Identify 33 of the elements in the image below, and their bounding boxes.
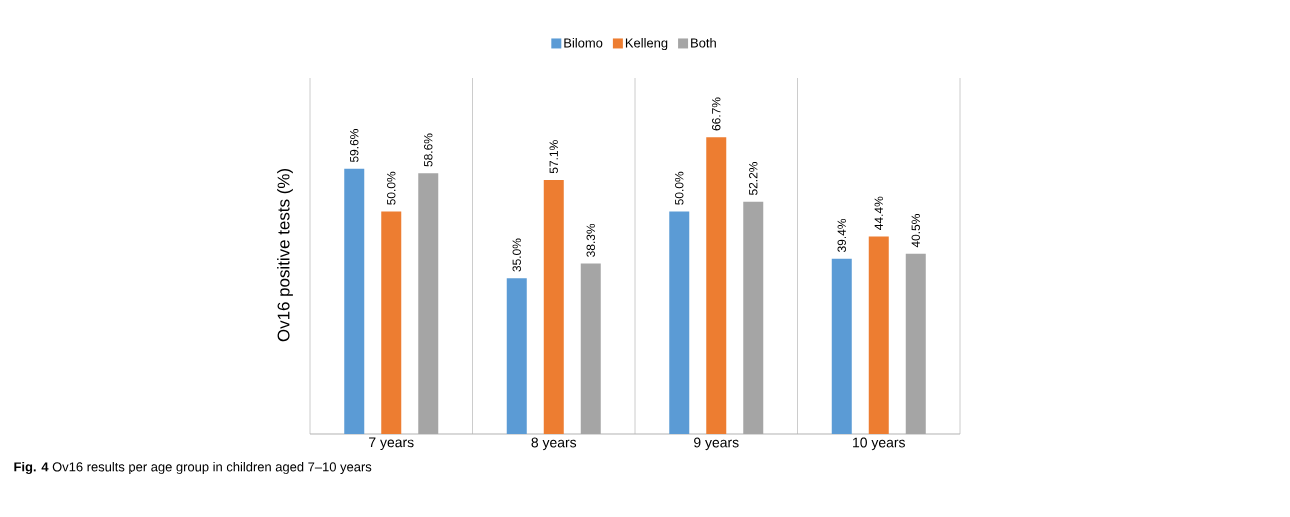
data-label: 59.6% bbox=[350, 129, 359, 163]
x-tick-label: 7 years bbox=[369, 437, 414, 451]
x-tick-label: 8 years bbox=[531, 437, 577, 451]
data-label: 38.3% bbox=[586, 223, 595, 257]
bar bbox=[543, 179, 564, 434]
bar bbox=[743, 201, 764, 434]
bar bbox=[580, 263, 601, 434]
bar bbox=[868, 236, 889, 434]
bar bbox=[344, 168, 365, 434]
bar bbox=[418, 173, 439, 434]
x-tick-label: 10 years bbox=[853, 437, 905, 451]
data-label: 40.5% bbox=[911, 214, 920, 248]
legend-label: Kelleng bbox=[625, 38, 668, 51]
bar bbox=[831, 258, 852, 434]
data-label: 58.6% bbox=[424, 133, 433, 167]
bar bbox=[669, 211, 690, 434]
y-axis-title: Ov16 positive tests (%) bbox=[277, 169, 293, 342]
text: Fig. 4 Ov16 results per age group in children aged 7–10 years bbox=[14, 461, 372, 475]
data-label: 57.1% bbox=[549, 140, 558, 174]
bar bbox=[706, 137, 727, 434]
data-label: 66.7% bbox=[712, 97, 721, 131]
bar bbox=[506, 278, 527, 434]
data-label: 50.0% bbox=[387, 171, 396, 205]
data-label: 52.2% bbox=[749, 162, 758, 196]
data-label: 44.4% bbox=[874, 196, 883, 230]
legend-label: Bilomo bbox=[564, 38, 603, 48]
bar bbox=[381, 211, 402, 434]
bar bbox=[905, 253, 926, 434]
data-label: 50.0% bbox=[675, 171, 684, 205]
data-label: 35.0% bbox=[512, 238, 521, 272]
legend-label: Both bbox=[691, 38, 716, 48]
x-tick-label: 9 years bbox=[694, 437, 739, 451]
data-label: 39.4% bbox=[837, 219, 846, 253]
